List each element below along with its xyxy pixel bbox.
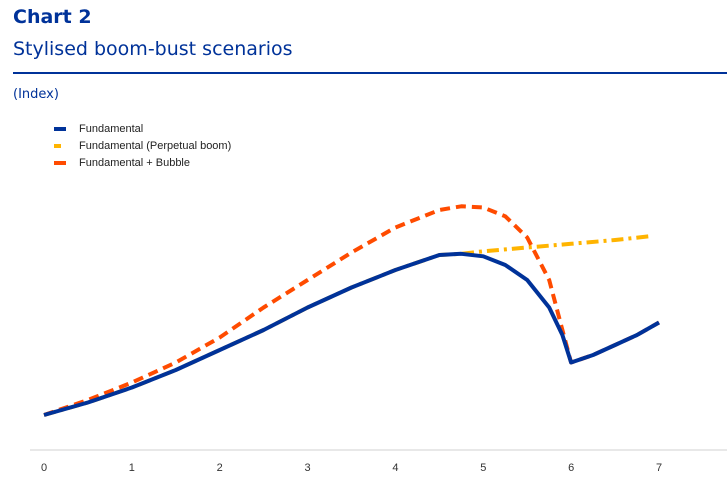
x-tick-label-1: 1: [129, 462, 135, 474]
legend-label-fundamental: Fundamental: [79, 122, 144, 135]
legend-item-bubble: Fundamental + Bubble: [54, 154, 231, 171]
legend-item-fundamental: Fundamental: [54, 120, 231, 137]
legend-label-bubble: Fundamental + Bubble: [79, 156, 190, 169]
legend-swatch-fundamental: [54, 126, 66, 131]
x-tick-label-4: 4: [392, 462, 398, 474]
x-tick-label-5: 5: [480, 462, 486, 474]
x-tick-label-0: 0: [41, 462, 47, 474]
chart-title: Stylised boom-bust scenarios: [13, 38, 293, 60]
series-line-fundamental: [43, 251, 660, 417]
x-tick-label-3: 3: [305, 462, 311, 474]
y-unit-label: (Index): [13, 87, 59, 102]
x-tick-label-6: 6: [568, 462, 574, 474]
legend-swatch-perpetual-boom: [54, 143, 61, 148]
x-tick-label-2: 2: [217, 462, 223, 474]
title-rule: [13, 72, 727, 74]
legend-label-perpetual-boom: Fundamental (Perpetual boom): [79, 139, 232, 152]
chart-number: Chart 2: [13, 6, 92, 28]
legend-item-perpetual-boom: Fundamental (Perpetual boom): [54, 137, 231, 154]
legend: Fundamental Fundamental (Perpetual boom)…: [54, 120, 231, 171]
x-tick-label-7: 7: [656, 462, 662, 474]
legend-swatch-bubble: [54, 160, 66, 165]
